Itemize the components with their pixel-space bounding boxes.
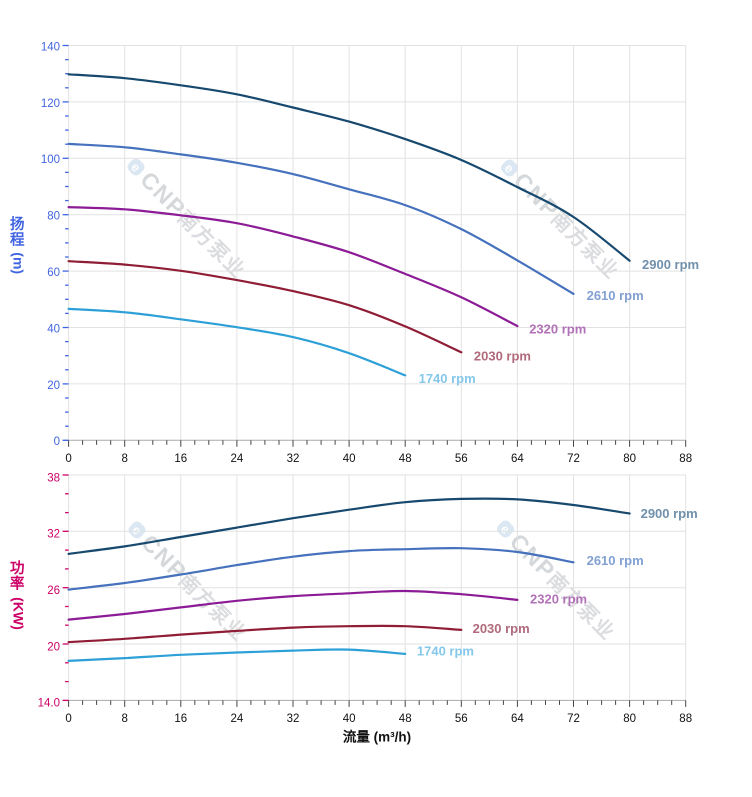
svg-text:2900 rpm: 2900 rpm [641, 506, 698, 521]
svg-text:2610 rpm: 2610 rpm [587, 288, 644, 303]
svg-text:扬: 扬 [10, 215, 25, 233]
svg-text:(KW): (KW) [11, 597, 27, 630]
svg-text:64: 64 [511, 713, 524, 725]
svg-text:24: 24 [231, 453, 244, 465]
svg-text:0: 0 [65, 713, 71, 725]
svg-text:16: 16 [174, 713, 187, 725]
svg-text:2320 rpm: 2320 rpm [529, 321, 586, 336]
svg-text:率: 率 [10, 575, 25, 593]
svg-text:32: 32 [287, 453, 300, 465]
svg-text:1740 rpm: 1740 rpm [417, 644, 474, 659]
svg-text:2610 rpm: 2610 rpm [587, 553, 644, 568]
svg-text:24: 24 [231, 713, 244, 725]
svg-text:80: 80 [47, 211, 60, 223]
svg-text:88: 88 [679, 713, 692, 725]
svg-text:64: 64 [511, 453, 524, 465]
svg-text:16: 16 [174, 453, 187, 465]
svg-text:100: 100 [41, 154, 60, 166]
svg-text:2030 rpm: 2030 rpm [473, 621, 530, 636]
svg-text:88: 88 [679, 453, 692, 465]
svg-text:38: 38 [47, 472, 60, 484]
svg-text:20: 20 [47, 380, 60, 392]
svg-text:48: 48 [399, 713, 412, 725]
svg-text:8: 8 [121, 713, 127, 725]
svg-text:0: 0 [54, 436, 60, 448]
svg-text:120: 120 [41, 98, 60, 110]
svg-text:32: 32 [287, 713, 300, 725]
svg-text:80: 80 [623, 713, 636, 725]
svg-text:32: 32 [47, 529, 60, 541]
svg-text:60: 60 [47, 267, 60, 279]
svg-text:2900 rpm: 2900 rpm [642, 257, 699, 272]
svg-text:40: 40 [343, 453, 356, 465]
svg-text:56: 56 [455, 453, 468, 465]
svg-text:程: 程 [10, 231, 25, 248]
svg-text:26: 26 [47, 585, 60, 597]
svg-text:1740 rpm: 1740 rpm [419, 371, 476, 386]
svg-text:40: 40 [47, 323, 60, 335]
svg-text:48: 48 [399, 453, 412, 465]
svg-text:80: 80 [623, 453, 636, 465]
svg-text:56: 56 [455, 713, 468, 725]
svg-text:0: 0 [65, 453, 71, 465]
svg-text:流量 (m³/h): 流量 (m³/h) [343, 728, 411, 744]
svg-text:功: 功 [10, 560, 25, 577]
svg-text:(m): (m) [11, 252, 27, 274]
svg-text:20: 20 [47, 641, 60, 653]
svg-text:2320 rpm: 2320 rpm [530, 592, 587, 607]
svg-text:72: 72 [567, 713, 580, 725]
svg-text:72: 72 [567, 453, 580, 465]
svg-text:140: 140 [41, 41, 60, 53]
svg-text:8: 8 [121, 453, 127, 465]
svg-text:2030 rpm: 2030 rpm [474, 349, 531, 364]
svg-text:14.0: 14.0 [38, 698, 60, 710]
svg-text:40: 40 [343, 713, 356, 725]
